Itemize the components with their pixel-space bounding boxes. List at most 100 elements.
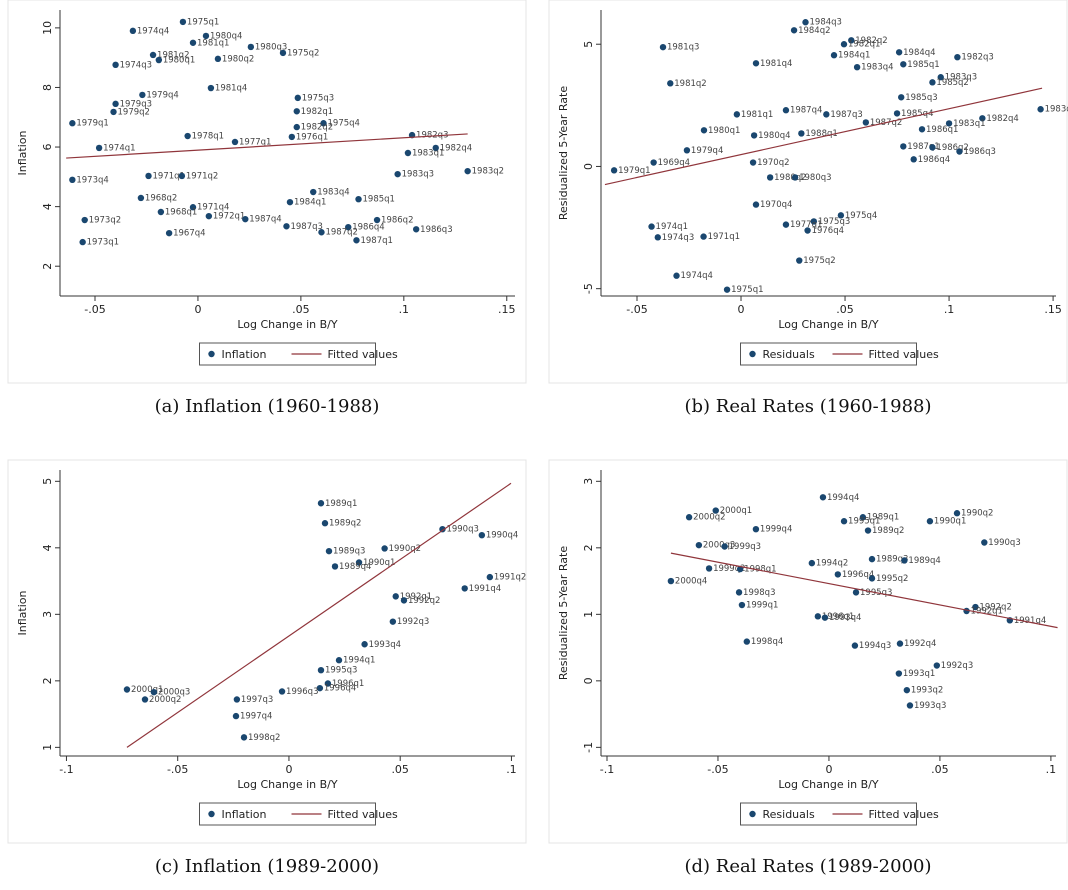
point-label: 1984q1 [838,51,870,61]
panel-frame [548,0,1068,384]
point-label: 1982q2 [301,123,333,133]
point [848,37,855,44]
point [247,43,255,51]
point-label: 1975q3 [818,217,850,227]
x-tick-label: -.05 [167,763,188,776]
point [752,60,760,67]
legend-label: Residuals [763,808,815,821]
point-label: 2000q4 [675,577,707,587]
point-label: 1990q3 [988,538,1020,548]
point [389,618,397,625]
point-label: 1995q3 [325,666,357,676]
point-label: 1973q1 [87,238,119,248]
point-label: 1996q4 [324,684,356,694]
point-label: 1973q2 [89,216,121,226]
panel-frame [548,459,1068,844]
point [394,170,401,178]
point [317,667,325,674]
point [279,49,287,57]
point-label: 1981q3 [667,43,699,53]
point-label: 1983q1 [412,149,444,159]
legend-label: Fitted values [869,348,940,361]
point [721,543,728,550]
point [392,593,399,600]
point-label: 2000q1 [720,506,752,516]
y-tick-label: 5 [41,478,54,485]
point-label: 1990q1 [934,517,966,527]
point-label: 1979q3 [120,99,152,109]
point-label: 1982q1 [301,107,333,117]
point-label: 1993q2 [911,686,943,696]
y-tick-label: 3 [582,478,595,485]
point [804,227,811,234]
point-label: 1983q2 [472,167,504,177]
point-label: 1993q4 [829,613,861,623]
point-label: 1987q3 [290,222,322,232]
point [145,172,152,180]
point-label: 1983q4 [861,63,893,73]
point-label: 1975q1 [731,285,763,295]
point-label: 1986q2 [936,143,968,153]
point [189,204,197,211]
y-tick-label: 4 [41,203,54,210]
legend-marker [208,810,215,818]
point-label: 1980q2 [222,54,254,64]
point [207,84,215,92]
point [294,94,301,102]
point-label: 1994q4 [827,493,859,503]
point [139,91,146,99]
y-axis-title: Residualized 5-Year Rate [557,546,570,680]
point [184,132,191,140]
point [933,662,941,669]
point-label: 1989q4 [908,556,940,566]
point-label: 1990q4 [486,531,518,541]
y-axis-title: Residualized 5-Year Rate [557,86,570,220]
point [205,212,213,220]
point-label: 1985q2 [936,78,968,88]
point-label: 1972q1 [213,212,245,222]
caption: (a) Inflation (1960-1988) [155,396,380,417]
point [705,565,713,572]
point [901,557,908,564]
point [283,223,290,230]
point [150,688,158,696]
point-label: 1979q4 [691,146,723,156]
point-label: 1984q3 [810,18,842,28]
point [808,559,816,567]
point-label: 1980q3 [255,42,287,52]
point-label: 1968q2 [145,193,177,203]
point [165,229,173,237]
point [278,688,286,695]
x-tick-label: .05 [391,763,409,776]
point [814,613,822,620]
point [293,123,300,131]
point-label: 1989q1 [325,499,357,509]
x-axis-title: Log Change in B/Y [778,318,879,331]
fitted-line [126,482,512,748]
point [112,100,119,108]
point [895,670,903,677]
point [231,138,239,146]
legend-label: Inflation [222,348,267,361]
point-label: 1991q2 [494,573,526,583]
legend-label: Fitted values [328,348,399,361]
point [864,527,872,534]
point [823,111,830,118]
point-label: 1990q1 [363,558,395,568]
point [852,589,860,596]
point [791,174,799,181]
point-label: 1992q3 [397,617,429,627]
legend-box [199,342,376,366]
point-label: 1990q2 [389,544,421,554]
point-label: 1986q4 [352,223,384,233]
point-label: 1969q4 [658,158,690,168]
x-tick-label: .1 [1046,763,1057,776]
y-tick-label: 2 [41,677,54,684]
point-label: 1979q1 [618,166,650,176]
point [464,167,471,175]
point-label: 1984q4 [903,48,935,58]
fitted-line [604,87,1043,186]
point [981,539,988,546]
point [953,510,961,517]
point [667,577,675,585]
